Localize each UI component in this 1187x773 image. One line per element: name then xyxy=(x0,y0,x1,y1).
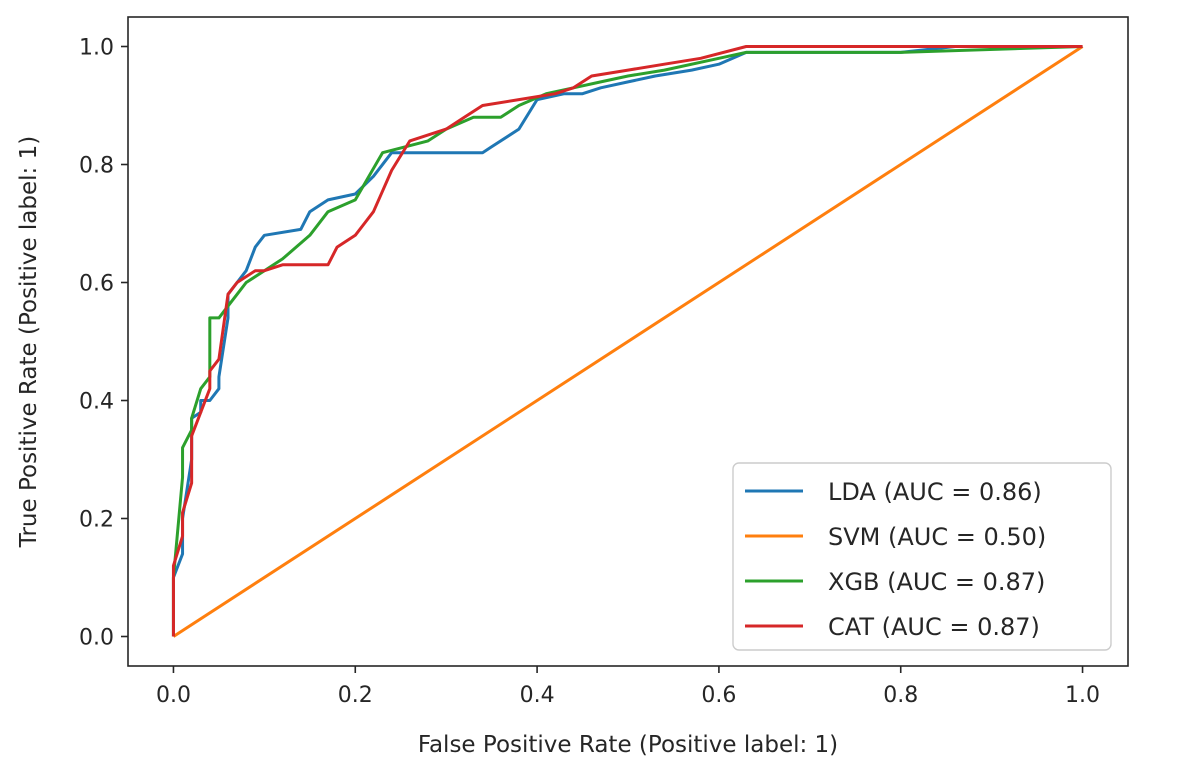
y-tick-label: 0.8 xyxy=(79,154,114,179)
legend-entry: XGB (AUC = 0.87) xyxy=(828,568,1045,596)
x-axis-ticks: 0.0 0.2 0.4 0.6 0.8 1.0 xyxy=(156,666,1100,708)
y-tick-label: 0.4 xyxy=(79,390,114,415)
x-axis-label: False Positive Rate (Positive label: 1) xyxy=(418,732,838,758)
y-axis-ticks: 0.0 0.2 0.4 0.6 0.8 1.0 xyxy=(79,36,128,651)
series-line-2 xyxy=(172,45,1084,638)
axes-frame xyxy=(127,16,1129,667)
series-line-3 xyxy=(171,45,1083,637)
series-line-4 xyxy=(171,45,1083,637)
x-tick-label: 0.0 xyxy=(156,683,191,708)
y-axis-label: True Positive Rate (Positive label: 1) xyxy=(16,136,42,548)
legend-box xyxy=(732,462,1112,651)
x-tick-label: 0.2 xyxy=(338,683,373,708)
x-tick-label: 0.4 xyxy=(520,683,555,708)
legend-entry: SVM (AUC = 0.50) xyxy=(828,523,1046,551)
y-tick-label: 0.0 xyxy=(79,626,114,651)
y-tick-label: 1.0 xyxy=(79,36,114,61)
x-tick-label: 0.6 xyxy=(701,683,736,708)
series-line-1 xyxy=(171,45,1083,637)
y-tick-label: 0.2 xyxy=(79,508,114,533)
legend: LDA (AUC = 0.86) SVM (AUC = 0.50) XGB (AUC… xyxy=(732,462,1112,651)
x-tick-label: 1.0 xyxy=(1065,683,1100,708)
y-tick-label: 0.6 xyxy=(79,272,114,297)
series-layer xyxy=(171,45,1084,638)
legend-entry: CAT (AUC = 0.87) xyxy=(828,613,1040,641)
legend-entry: LDA (AUC = 0.86) xyxy=(828,478,1042,506)
x-tick-label: 0.8 xyxy=(883,683,918,708)
